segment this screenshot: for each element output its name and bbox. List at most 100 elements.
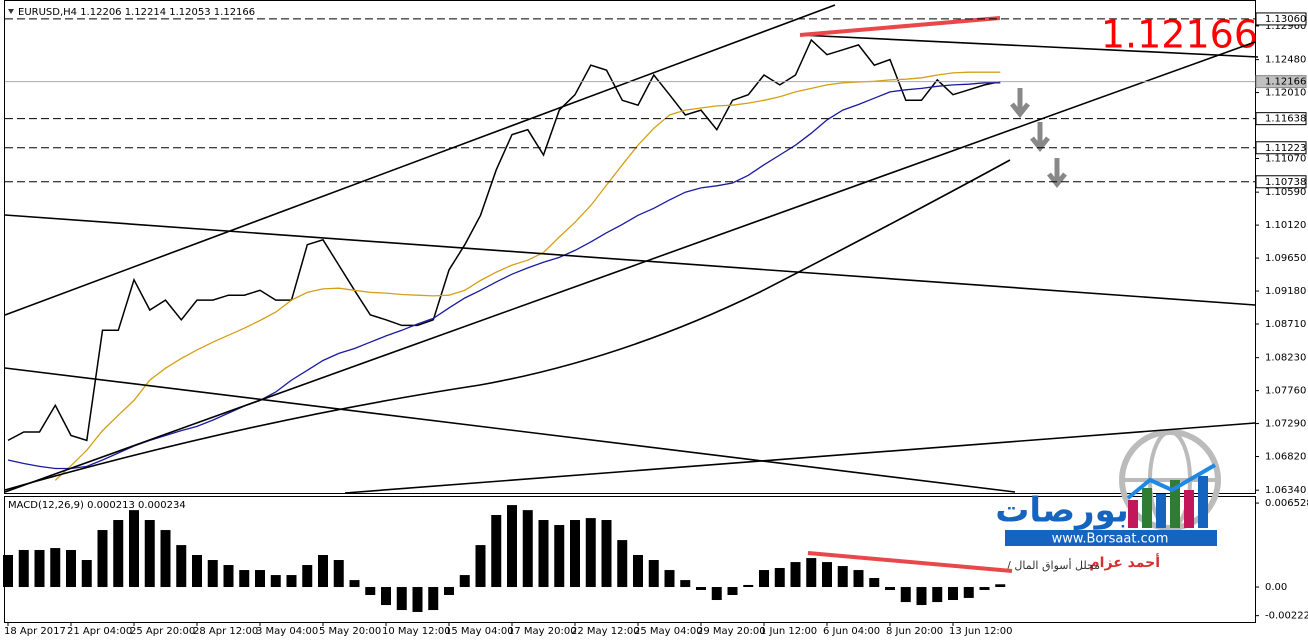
x-tick-label: 21 Apr 04:00	[67, 626, 132, 637]
y-tick-label: 1.08230	[1265, 353, 1306, 364]
y-tick-label: 1.06340	[1265, 485, 1306, 496]
y-tick-label: 1.12960	[1265, 21, 1306, 32]
macd-bar	[223, 565, 234, 588]
level-label: 1.11638	[1265, 114, 1306, 125]
macd-bar	[979, 587, 990, 590]
macd-bar	[727, 587, 738, 595]
macd-bar	[916, 587, 927, 606]
logo-bar	[1142, 488, 1152, 528]
macd-bar	[286, 575, 297, 588]
y-tick-label: 1.09650	[1265, 253, 1306, 264]
x-tick-label: 25 Apr 20:00	[130, 626, 195, 637]
macd-bar	[428, 587, 439, 611]
macd-bar	[318, 554, 328, 588]
level-box	[1255, 141, 1307, 155]
macd-bar	[459, 575, 470, 588]
level-label: 1.11223	[1265, 143, 1306, 154]
logo-arrow	[1126, 463, 1217, 500]
x-tick-label: 5 May 20:00	[319, 626, 381, 637]
macd-bar	[192, 554, 202, 588]
y-tick-label: 1.06820	[1265, 452, 1306, 463]
macd-bar	[995, 584, 1006, 588]
x-tick-label: 25 May 04:00	[634, 626, 703, 637]
macd-bar	[365, 587, 376, 595]
y-tick-label: -0.002227	[1265, 611, 1308, 622]
x-tick-label: 10 May 12:00	[382, 626, 451, 637]
channel-upper	[4, 4, 836, 316]
macd-bar	[444, 587, 454, 595]
macd-bar	[491, 515, 502, 588]
macd-bar	[837, 566, 848, 588]
logo-bar	[1184, 490, 1194, 528]
macd-bar	[869, 578, 880, 588]
y-tick-label: 1.07760	[1265, 386, 1306, 397]
logo: بورصات www.Borsaat.com أحمد عزام / محلل …	[995, 429, 1221, 572]
macd-bar	[853, 570, 864, 588]
macd-bar	[160, 530, 171, 588]
logo-name: بورصات	[995, 491, 1128, 531]
macd-bar	[743, 584, 754, 588]
trend-lines	[4, 4, 1259, 573]
macd-bar	[601, 520, 612, 588]
macd-bar	[144, 520, 155, 588]
x-tick-label: 15 May 04:00	[445, 626, 514, 637]
macd-bar	[66, 549, 76, 588]
logo-url: www.Borsaat.com	[1052, 532, 1169, 547]
macd-bar	[822, 562, 832, 588]
macd-bar	[412, 587, 423, 612]
resistance-line	[799, 34, 1259, 58]
macd-bar	[396, 587, 407, 611]
macd-bar	[81, 560, 92, 588]
macd-bar	[570, 520, 580, 588]
logo-band	[1005, 530, 1217, 546]
macd-bar	[302, 565, 313, 588]
x-tick-label: 8 Jun 20:00	[886, 626, 943, 637]
descending-line	[4, 367, 1016, 493]
arrow	[1010, 88, 1030, 119]
y-tick-label: 1.07290	[1265, 419, 1306, 430]
macd-bar	[885, 587, 895, 590]
macd-bar	[50, 548, 61, 588]
macd-bar	[475, 545, 486, 588]
price-line	[7, 38, 1001, 442]
macd-bar	[900, 587, 911, 603]
ascending-line	[344, 422, 1256, 494]
macd-bar	[790, 562, 801, 588]
macd-bar	[97, 530, 108, 588]
y-tick-label: 1.09180	[1265, 286, 1306, 297]
y-tick-label: 1.08710	[1265, 319, 1306, 330]
y-tick-label: 1.10590	[1265, 187, 1306, 198]
x-tick-label: 22 May 12:00	[571, 626, 640, 637]
logo-bar	[1128, 500, 1138, 528]
x-tick-label: 29 May 20:00	[697, 626, 766, 637]
macd-bar	[696, 587, 706, 590]
macd-bar	[207, 560, 218, 588]
macd-bar	[932, 587, 943, 603]
macd-bar	[963, 587, 974, 598]
price-line	[54, 71, 1001, 481]
macd-bar	[18, 549, 29, 588]
macd-bar	[759, 570, 769, 588]
x-tick-label: 13 Jun 12:00	[949, 626, 1013, 637]
macd-bar	[239, 570, 250, 588]
macd-bar	[538, 520, 549, 588]
macd-bar	[774, 567, 785, 588]
price-panel	[4, 0, 1256, 494]
x-tick-label: 17 May 20:00	[508, 626, 577, 637]
macd-bar	[680, 580, 691, 588]
y-tick-label: 1.11070	[1265, 153, 1306, 164]
level-box	[1255, 175, 1307, 189]
macd-bar	[34, 549, 45, 588]
arrow	[1047, 158, 1067, 189]
x-tick-label: 18 Apr 2017	[4, 626, 66, 637]
logo-bar	[1156, 494, 1166, 528]
macd-bar	[585, 518, 596, 588]
macd-bar	[270, 575, 281, 588]
x-tick-label: 6 Jun 04:00	[823, 626, 880, 637]
last-price-label: 1.12166	[1265, 77, 1306, 88]
macd-bar	[113, 520, 124, 588]
y-tick-label: 1.12010	[1265, 88, 1306, 99]
y-tick-label: 1.12480	[1265, 55, 1306, 66]
chart-header: EURUSD,H4 1.12206 1.12214 1.12053 1.1216…	[18, 7, 255, 18]
macd-bar	[176, 545, 187, 588]
